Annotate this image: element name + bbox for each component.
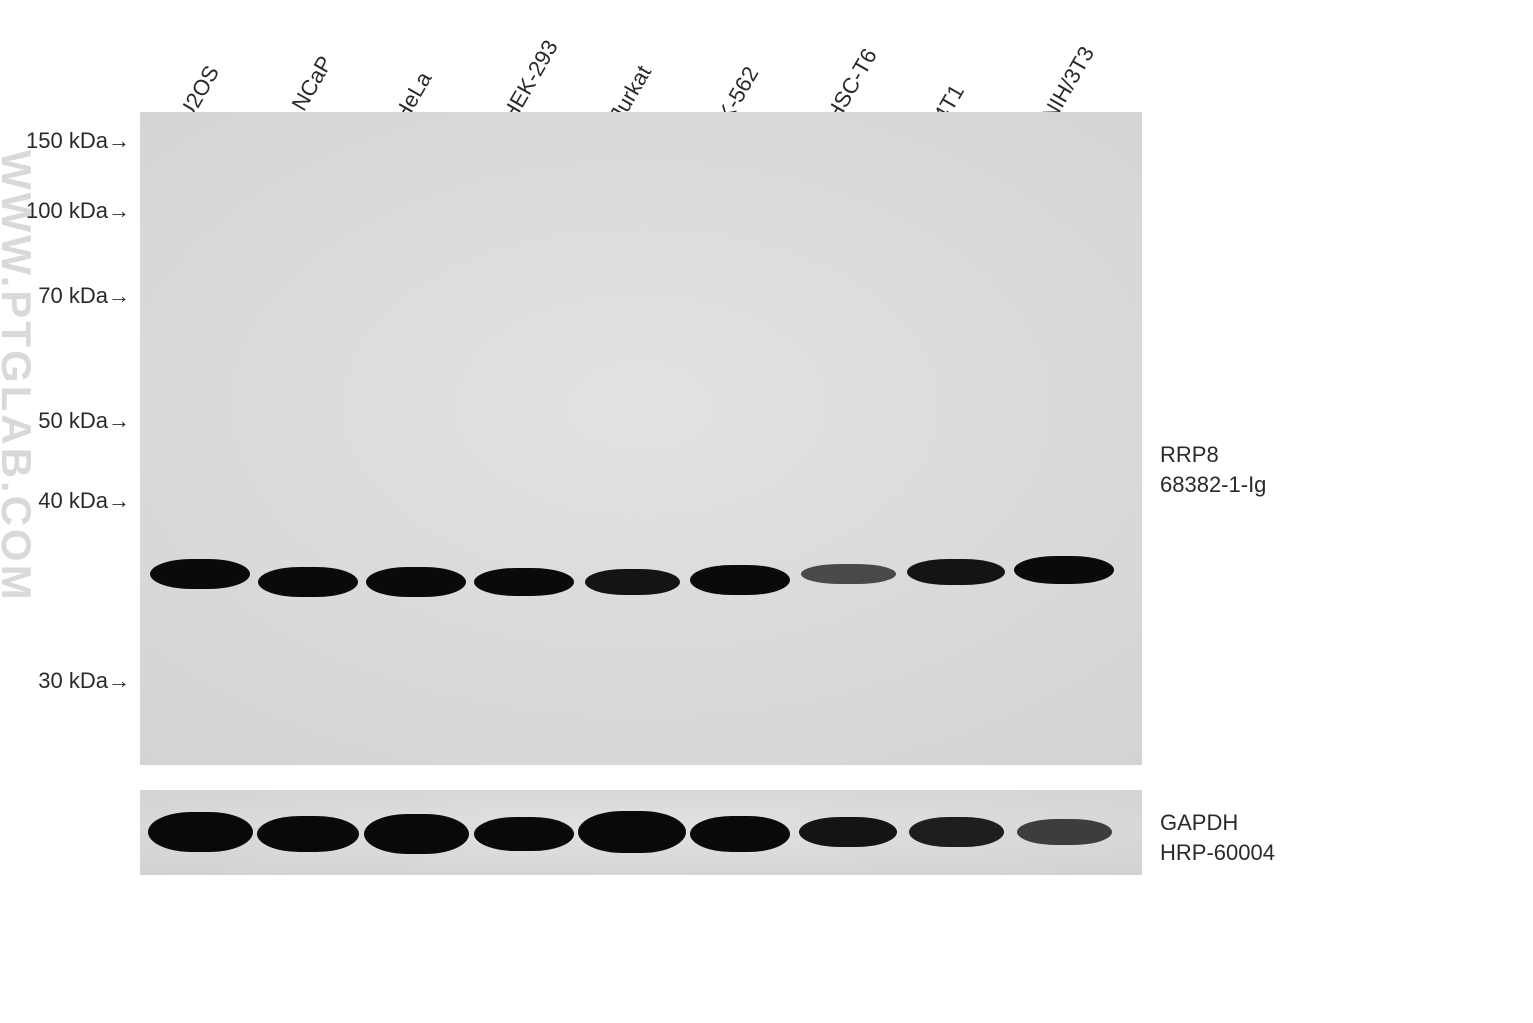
band xyxy=(474,568,574,596)
band xyxy=(690,816,790,852)
side-label-line1: RRP8 xyxy=(1160,440,1266,470)
mw-label: 150 kDa→ xyxy=(10,128,130,154)
mw-label: 100 kDa→ xyxy=(10,198,130,224)
band xyxy=(801,564,896,584)
band xyxy=(257,816,359,852)
side-label-line2: 68382-1-Ig xyxy=(1160,470,1266,500)
loading-blot-panel xyxy=(140,790,1142,875)
figure-root: WWW.PTGLAB.COM U2OSLNCaPHeLaHEK-293Jurka… xyxy=(0,0,1533,1023)
band xyxy=(909,817,1004,847)
main-blot-side-label: RRP8 68382-1-Ig xyxy=(1160,440,1266,499)
side-label-line1: GAPDH xyxy=(1160,808,1275,838)
mw-label: 70 kDa→ xyxy=(10,283,130,309)
mw-label: 40 kDa→ xyxy=(10,488,130,514)
mw-label: 30 kDa→ xyxy=(10,668,130,694)
band xyxy=(366,567,466,597)
band xyxy=(690,565,790,595)
side-label-line2: HRP-60004 xyxy=(1160,838,1275,868)
loading-blot-side-label: GAPDH HRP-60004 xyxy=(1160,808,1275,867)
band xyxy=(585,569,680,595)
band xyxy=(150,559,250,589)
band xyxy=(1017,819,1112,845)
band xyxy=(799,817,897,847)
mw-label: 50 kDa→ xyxy=(10,408,130,434)
band xyxy=(1014,556,1114,584)
main-blot-bg xyxy=(140,112,1142,765)
band xyxy=(474,817,574,851)
band xyxy=(578,811,686,853)
band xyxy=(258,567,358,597)
band xyxy=(148,812,253,852)
main-blot-panel xyxy=(140,112,1142,765)
band xyxy=(364,814,469,854)
band xyxy=(907,559,1005,585)
